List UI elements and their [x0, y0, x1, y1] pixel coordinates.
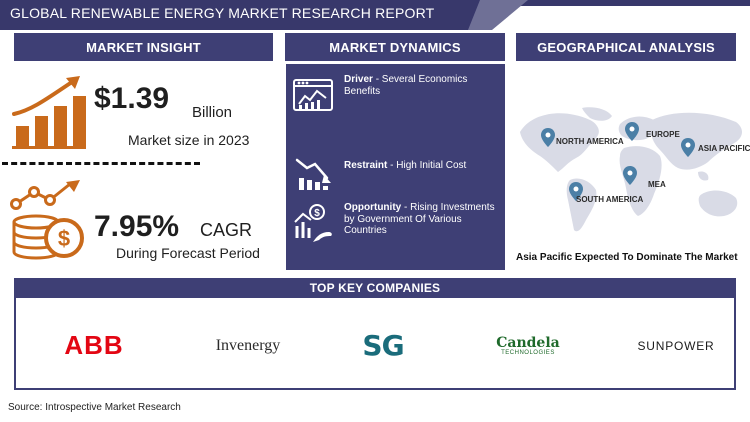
candela-logo-stack: Candela TECHNOLOGIES	[496, 336, 559, 356]
top-key-companies-header: TOP KEY COMPANIES	[14, 278, 736, 298]
market-dynamics-panel: Driver - Several Economics Benefits Rest…	[286, 64, 505, 270]
market-size-unit: Billion	[192, 104, 233, 121]
company-subtitle-candela: TECHNOLOGIES	[501, 349, 555, 356]
region-asia-pacific: ASIA PACIFIC	[698, 144, 750, 153]
location-pin-icon	[569, 182, 583, 201]
location-pin-icon	[681, 138, 695, 157]
dynamics-restraint: Restraint - High Initial Cost	[286, 150, 505, 190]
restraint-label: Restraint	[344, 160, 388, 171]
opportunity-text-block: Opportunity - Rising Investments by Gove…	[344, 202, 499, 237]
cagr-caption: During Forecast Period	[116, 245, 260, 261]
region-europe: EUROPE	[646, 130, 680, 139]
driver-text-block: Driver - Several Economics Benefits	[344, 74, 499, 97]
company-name-invenergy: Invenergy	[215, 336, 281, 354]
market-size-caption: Market size in 2023	[128, 132, 250, 148]
opportunity-text: - Rising Investments by Government Of Va…	[344, 202, 495, 236]
driver-label: Driver	[344, 74, 373, 85]
cagr-unit: CAGR	[200, 220, 253, 240]
dashboard-chart-icon	[293, 79, 333, 111]
world-map-icon	[520, 107, 742, 232]
region-north-america: NORTH AMERICA	[556, 137, 624, 146]
company-logo-sunpower: SUNPOWER	[631, 323, 721, 368]
region-south-america: SOUTH AMERICA	[576, 195, 644, 204]
company-logo-candela: Candela TECHNOLOGIES	[488, 323, 568, 368]
driver-text: - Several Economics Benefits	[344, 74, 468, 97]
restraint-text-block: Restraint - High Initial Cost	[344, 160, 499, 172]
company-logo-invenergy: Invenergy	[204, 323, 292, 368]
dynamics-driver: Driver - Several Economics Benefits	[286, 74, 505, 124]
geographical-analysis-header: GEOGRAPHICAL ANALYSIS	[516, 33, 736, 61]
bar-chart-down-icon	[295, 158, 331, 190]
market-size-value: $1.39	[94, 82, 170, 115]
svg-text:$: $	[314, 208, 320, 219]
hand-growth-icon: $	[294, 204, 332, 242]
company-name-sg: SG	[362, 329, 404, 362]
company-name-candela: Candela	[496, 334, 560, 351]
company-name-sunpower: SUNPOWER	[637, 338, 715, 353]
market-insight-panel: $1.39 Billion Market size in 2023 $ 7.95…	[0, 62, 276, 272]
location-pin-icon	[541, 128, 555, 147]
restraint-text: - High Initial Cost	[390, 160, 467, 171]
company-name-abb: ABB	[64, 330, 124, 360]
company-logo-abb: ABB	[50, 323, 138, 368]
company-logo-sg: SG	[353, 323, 413, 368]
geographical-analysis-panel: NORTH AMERICA EUROPE ASIA PACIFIC MEA SO…	[510, 62, 750, 272]
location-pin-icon	[623, 166, 637, 185]
region-mea: MEA	[648, 180, 666, 189]
market-insight-header: MARKET INSIGHT	[14, 33, 273, 61]
top-key-companies-panel: ABB Invenergy SG Candela TECHNOLOGIES SU…	[14, 298, 736, 390]
divider-dashed	[2, 162, 200, 165]
report-title: GLOBAL RENEWABLE ENERGY MARKET RESEARCH …	[10, 5, 435, 21]
geo-footer-text: Asia Pacific Expected To Dominate The Ma…	[516, 252, 738, 263]
title-band	[0, 0, 510, 30]
dynamics-opportunity: $ Opportunity - Rising Investments by Go…	[286, 202, 505, 262]
opportunity-label: Opportunity	[344, 202, 402, 213]
bar-chart-up-arrow-icon	[12, 76, 86, 149]
location-pin-icon	[625, 122, 639, 141]
market-dynamics-header: MARKET DYNAMICS	[285, 33, 505, 61]
svg-text:$: $	[58, 226, 70, 251]
coin-stack-dollar-icon: $	[10, 180, 84, 260]
cagr-value: 7.95%	[94, 210, 180, 243]
source-text: Source: Introspective Market Research	[8, 402, 181, 413]
